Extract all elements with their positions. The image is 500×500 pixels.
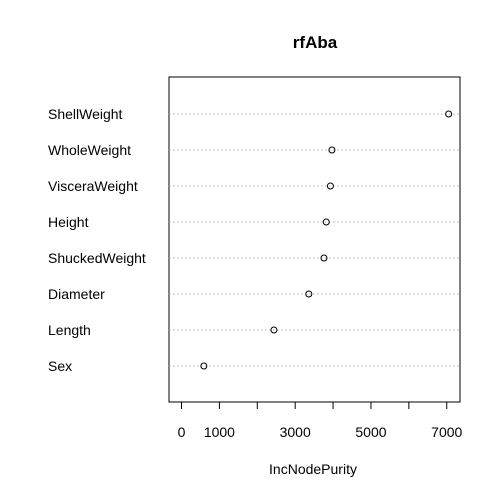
data-point — [200, 362, 208, 370]
category-label: WholeWeight — [48, 142, 131, 158]
chart-title: rfAba — [293, 33, 338, 52]
data-point — [328, 146, 336, 154]
category-label: Height — [48, 214, 89, 230]
category-label: Length — [48, 322, 91, 338]
category-label: Diameter — [48, 286, 105, 302]
x-tick-label: 3000 — [280, 424, 311, 440]
category-label: VisceraWeight — [48, 178, 138, 194]
category-label: Sex — [48, 358, 72, 374]
data-point — [320, 254, 328, 262]
data-point — [270, 326, 278, 334]
x-tick-label: 7000 — [431, 424, 462, 440]
data-point — [326, 182, 334, 190]
plot-frame — [168, 76, 461, 403]
grid-lines — [169, 113, 460, 367]
x-tick-label: 1000 — [204, 424, 235, 440]
data-point — [322, 218, 330, 226]
data-point — [445, 110, 453, 118]
x-axis: 0 1000 3000 5000 7000 — [178, 401, 463, 440]
x-tick-label: 5000 — [355, 424, 386, 440]
category-label: ShellWeight — [48, 106, 123, 122]
x-tick-label: 0 — [178, 424, 186, 440]
category-label: ShuckedWeight — [48, 250, 146, 266]
x-axis-title: IncNodePurity — [269, 461, 357, 477]
category-labels: ShellWeight WholeWeight VisceraWeight Heigh… — [48, 106, 146, 374]
data-point — [305, 290, 313, 298]
data-points — [200, 110, 453, 370]
